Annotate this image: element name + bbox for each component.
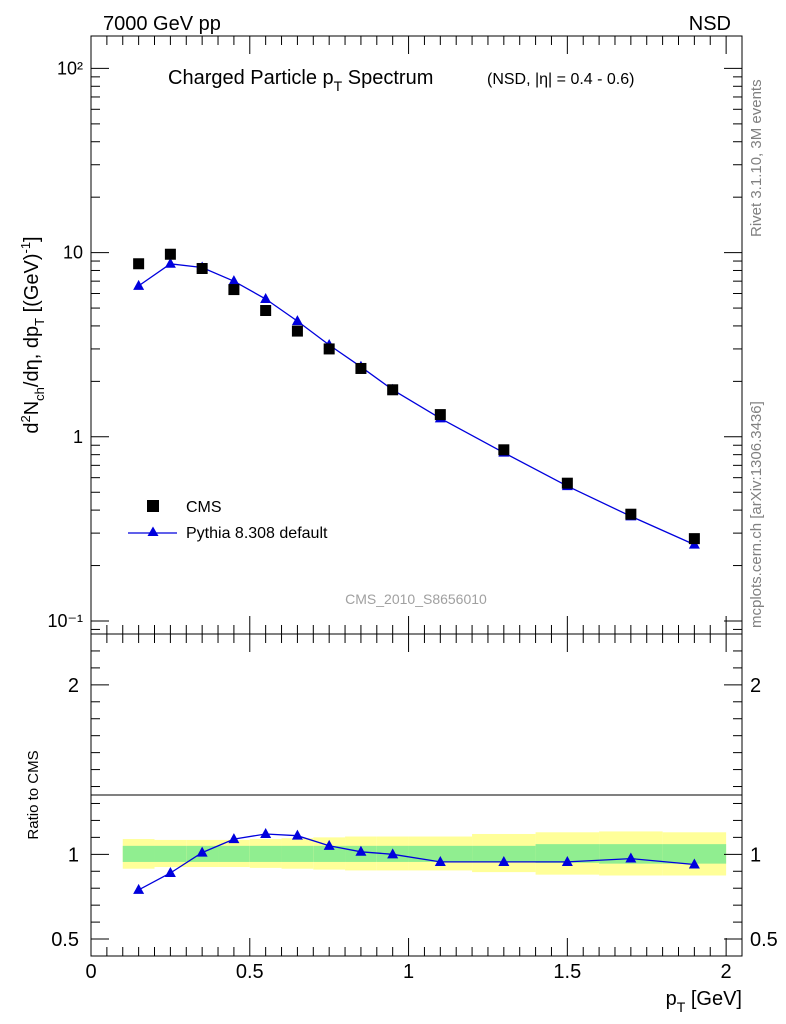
pythia-ratio-line xyxy=(138,833,695,891)
pythia-ratio-point xyxy=(688,858,700,869)
analysis-watermark: CMS_2010_S8656010 xyxy=(345,591,487,607)
cms-point xyxy=(688,533,700,545)
main-y-tick-label: 1 xyxy=(73,427,83,447)
main-y-tick-label: 10 xyxy=(63,243,83,263)
main-y-tick-labels: 10⁻¹ 1 10 10² xyxy=(47,58,83,631)
main-y-axis-label: d2Nch/dη, dpT [(GeV)-1] xyxy=(18,236,47,433)
x-tick-label: 1.5 xyxy=(553,961,581,983)
legend-cms-label: CMS xyxy=(186,499,222,516)
cms-point xyxy=(323,343,335,355)
cms-point xyxy=(498,444,510,456)
stat-band xyxy=(249,845,282,862)
x-tick-label: 1 xyxy=(403,961,414,983)
mcplots-label: mcplots.cern.ch [arXiv:1306.3436] xyxy=(748,401,765,628)
ratio-y-tick-label: 1 xyxy=(68,844,79,866)
pythia-ratio-point xyxy=(260,827,272,838)
cms-point xyxy=(164,248,176,260)
stat-band xyxy=(154,845,187,862)
ratio-tick-labels: 0.5 0.5 1 1 2 2 0 0.5 1 1.5 2 xyxy=(51,675,778,983)
main-series-layer xyxy=(133,248,700,549)
pythia-ratio-point xyxy=(164,866,176,877)
ratio-y-tick-label-right: 1 xyxy=(750,844,761,866)
pythia-ratio-point xyxy=(434,855,446,866)
x-tick-label: 2 xyxy=(721,961,732,983)
x-tick-label: 0 xyxy=(85,961,96,983)
pythia-ratio-point xyxy=(387,848,399,859)
stat-band xyxy=(408,845,473,862)
ratio-axis-ticks xyxy=(90,634,742,956)
legend-pythia-label: Pythia 8.308 default xyxy=(186,525,328,542)
stat-band xyxy=(472,845,536,862)
stat-band xyxy=(662,844,727,864)
stat-band xyxy=(218,845,250,862)
ratio-plot-frame xyxy=(90,633,743,957)
legend-cms-marker xyxy=(147,500,159,512)
cms-point xyxy=(625,508,637,520)
pythia-point xyxy=(164,257,176,268)
pythia-point xyxy=(291,315,303,326)
pythia-point xyxy=(133,279,145,290)
pythia-ratio-point xyxy=(228,833,240,844)
ratio-y-axis-label: Ratio to CMS xyxy=(25,750,42,839)
stat-band xyxy=(281,845,314,862)
cms-point xyxy=(228,284,240,296)
ratio-uncertainty-bands xyxy=(122,831,727,876)
main-y-tick-label: 10² xyxy=(57,58,83,78)
cms-point xyxy=(434,409,446,421)
ratio-y-tick-label-right: 2 xyxy=(750,675,761,697)
cms-point xyxy=(291,325,303,337)
cms-point xyxy=(133,258,145,270)
ratio-y-tick-label: 2 xyxy=(68,675,79,697)
rivet-label: Rivet 3.1.10, 3M events xyxy=(748,79,765,237)
stat-band xyxy=(313,845,346,862)
pythia-ratio-point xyxy=(196,846,208,857)
cms-point xyxy=(260,305,272,317)
cms-point xyxy=(561,477,573,489)
legend-pythia-marker xyxy=(147,526,159,536)
cms-point xyxy=(196,262,208,274)
stat-band xyxy=(535,844,600,863)
ratio-series-layer xyxy=(133,827,700,894)
main-title: Charged Particle pT Spectrum xyxy=(168,67,433,94)
legend: CMS Pythia 8.308 default xyxy=(128,499,328,542)
pythia-point xyxy=(260,293,272,304)
ratio-y-tick-label-right: 0.5 xyxy=(750,929,778,951)
pythia-line xyxy=(138,263,695,546)
main-y-tick-label: 10⁻¹ xyxy=(47,611,83,631)
pythia-ratio-point xyxy=(561,855,573,866)
main-axis-ticks xyxy=(90,36,742,634)
main-title-note: (NSD, |η| = 0.4 - 0.6) xyxy=(487,71,634,88)
x-tick-label: 0.5 xyxy=(236,961,264,983)
pythia-ratio-point xyxy=(498,855,510,866)
header-left: 7000 GeV pp xyxy=(103,13,221,35)
cms-point xyxy=(387,384,399,396)
stat-band xyxy=(122,845,155,862)
header-right: NSD xyxy=(689,13,731,35)
main-plot-frame xyxy=(90,35,743,635)
pythia-ratio-point xyxy=(625,852,637,863)
pythia-ratio-point xyxy=(291,829,303,840)
x-axis-label: pT [GeV] xyxy=(666,988,742,1015)
pythia-ratio-point xyxy=(323,839,335,850)
pythia-point xyxy=(228,275,240,286)
pythia-ratio-point xyxy=(133,883,145,894)
pythia-ratio-point xyxy=(355,845,367,856)
ratio-plot-panel: 0.5 0.5 1 1 2 2 0 0.5 1 1.5 2 Ratio to CMS pT [GeV… xyxy=(25,633,778,1015)
ratio-y-tick-label: 0.5 xyxy=(51,929,79,951)
cms-point xyxy=(355,362,367,374)
